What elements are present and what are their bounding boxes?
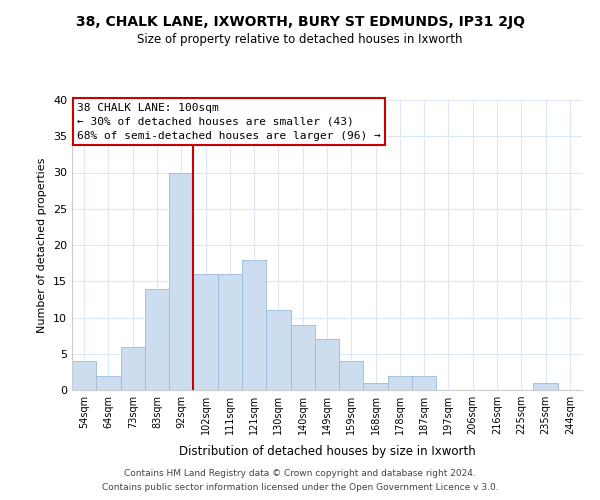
Bar	[121, 346, 145, 390]
Bar	[412, 376, 436, 390]
Bar	[145, 288, 169, 390]
Bar	[388, 376, 412, 390]
Text: 38, CHALK LANE, IXWORTH, BURY ST EDMUNDS, IP31 2JQ: 38, CHALK LANE, IXWORTH, BURY ST EDMUNDS…	[76, 15, 524, 29]
X-axis label: Distribution of detached houses by size in Ixworth: Distribution of detached houses by size …	[179, 446, 475, 458]
Bar	[533, 383, 558, 390]
Bar	[242, 260, 266, 390]
Bar	[364, 383, 388, 390]
Bar	[290, 325, 315, 390]
Text: Size of property relative to detached houses in Ixworth: Size of property relative to detached ho…	[137, 32, 463, 46]
Bar	[72, 361, 96, 390]
Bar	[96, 376, 121, 390]
Bar	[266, 310, 290, 390]
Bar	[315, 339, 339, 390]
Bar	[193, 274, 218, 390]
Bar	[339, 361, 364, 390]
Bar	[169, 172, 193, 390]
Text: Contains public sector information licensed under the Open Government Licence v : Contains public sector information licen…	[101, 484, 499, 492]
Y-axis label: Number of detached properties: Number of detached properties	[37, 158, 47, 332]
Text: 38 CHALK LANE: 100sqm
← 30% of detached houses are smaller (43)
68% of semi-deta: 38 CHALK LANE: 100sqm ← 30% of detached …	[77, 103, 381, 141]
Bar	[218, 274, 242, 390]
Text: Contains HM Land Registry data © Crown copyright and database right 2024.: Contains HM Land Registry data © Crown c…	[124, 468, 476, 477]
